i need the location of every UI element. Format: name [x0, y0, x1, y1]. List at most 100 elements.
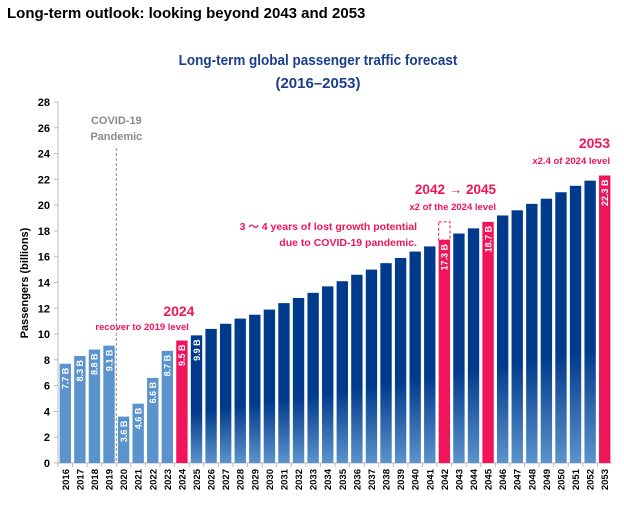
y-axis-label: Passengers (billions): [19, 227, 31, 338]
x-tick-label: 2032: [294, 469, 305, 490]
data-label-2021: 4.6 B: [133, 407, 143, 429]
bar-2038: [380, 263, 392, 463]
covid-title: COVID-19: [91, 115, 142, 127]
data-label-2016: 7.7 B: [61, 367, 71, 389]
lost-growth-box: [438, 221, 451, 241]
x-tick-label: 2018: [90, 469, 101, 490]
x-tick-label: 2049: [542, 469, 553, 490]
x-tick-label: 2037: [367, 469, 378, 490]
annotation-2024-sub: recover to 2019 level: [95, 322, 188, 333]
x-tick-label: 2050: [556, 469, 567, 490]
data-label-2022: 6.6 B: [148, 381, 158, 403]
lost-growth-line1: 3 ～ 4 years of lost growth potential: [240, 221, 417, 233]
x-tick-label: 2035: [338, 468, 349, 490]
annotation-2042-sub: x2 of the 2024 level: [409, 202, 496, 213]
bar-2051: [569, 185, 582, 463]
bar-2046: [496, 215, 509, 463]
x-tick-label: 2020: [119, 469, 130, 490]
y-tick-label: 26: [38, 123, 50, 135]
x-tick-label: 2031: [279, 468, 290, 490]
y-tick-label: 10: [38, 329, 50, 341]
bar-2044: [467, 228, 480, 463]
x-tick-label: 2052: [586, 469, 597, 490]
y-tick-label: 20: [38, 200, 50, 212]
y-tick-label: 4: [44, 406, 51, 418]
data-label-2053: 22.3 B: [600, 179, 610, 206]
data-label-2024: 9.5 B: [177, 344, 187, 366]
x-tick-label: 2023: [163, 469, 174, 490]
data-label-2045: 18.7 B: [483, 225, 493, 252]
x-tick-label: 2047: [513, 469, 524, 490]
data-label-2020: 3.6 B: [119, 420, 129, 442]
x-tick-label: 2022: [148, 469, 159, 490]
x-tick-label: 2039: [396, 469, 407, 490]
x-tick-label: 2016: [61, 469, 72, 490]
x-tick-label: 2051: [571, 468, 582, 490]
y-tick-label: 12: [38, 303, 50, 315]
bar-2033: [307, 292, 319, 463]
data-label-2023: 8.7 B: [163, 354, 173, 376]
covid-sub: Pandemic: [90, 131, 142, 143]
x-tick-label: 2034: [323, 468, 334, 490]
data-label-2019: 9.1 B: [104, 349, 114, 371]
x-tick-label: 2030: [265, 469, 276, 490]
x-tick-label: 2044: [469, 468, 480, 490]
chart-title: Long-term global passenger traffic forec…: [179, 52, 458, 69]
bar-2042: [438, 239, 451, 463]
bar-2052: [584, 180, 596, 463]
x-tick-label: 2029: [250, 469, 261, 490]
page-title: Long-term outlook: looking beyond 2043 a…: [7, 5, 366, 22]
y-tick-label: 18: [38, 226, 50, 238]
x-tick-label: 2025: [192, 468, 203, 490]
x-tick-label: 2053: [600, 469, 611, 490]
bar-2018: [88, 349, 101, 463]
x-tick-label: 2028: [236, 469, 247, 490]
x-tick-label: 2038: [382, 469, 393, 490]
bar-2045: [482, 221, 494, 463]
y-tick-label: 24: [38, 149, 51, 161]
y-tick-label: 16: [38, 252, 50, 264]
y-tick-label: 2: [44, 432, 50, 444]
bar-2047: [511, 210, 523, 463]
y-tick-label: 0: [44, 458, 50, 470]
x-tick-label: 2033: [309, 469, 320, 490]
bar-2041: [424, 246, 436, 463]
x-tick-label: 2046: [498, 469, 509, 490]
y-tick-label: 6: [44, 381, 50, 393]
bar-2026: [205, 328, 217, 463]
annotation-2053-sub: x2.4 of 2024 level: [532, 156, 610, 167]
bar-2020: [117, 416, 130, 463]
bar-2035: [336, 281, 348, 463]
x-tick-label: 2045: [484, 468, 495, 490]
bar-2028: [234, 318, 246, 463]
bar-2053: [599, 175, 611, 463]
bar-2049: [540, 198, 553, 464]
data-label-2017: 8.3 B: [75, 359, 85, 381]
bar-2037: [365, 269, 378, 463]
bar-2031: [278, 303, 290, 463]
x-tick-label: 2026: [207, 469, 218, 490]
bar-2032: [292, 297, 305, 463]
bar-2023: [161, 350, 174, 463]
bar-2039: [394, 258, 407, 463]
bar-2021: [132, 403, 144, 463]
x-tick-label: 2041: [425, 468, 436, 490]
x-tick-label: 2036: [352, 469, 363, 490]
bar-2048: [526, 203, 538, 463]
bar-2025: [190, 335, 203, 463]
y-tick-label: 8: [44, 355, 50, 367]
y-tick-label: 14: [38, 278, 51, 290]
bar-2040: [409, 251, 421, 463]
chart-subtitle: (2016–2053): [275, 75, 360, 92]
lost-growth-line2: due to COVID-19 pandemic.: [279, 237, 417, 249]
bar-2024: [176, 340, 188, 463]
data-label-2018: 8.8 B: [90, 353, 100, 375]
annotation-2024-title: 2024: [163, 303, 194, 319]
bar-2050: [555, 192, 567, 463]
bar-2016: [59, 363, 71, 463]
bar-2017: [74, 355, 86, 463]
y-tick-label: 28: [38, 97, 50, 109]
bar-2019: [103, 345, 115, 463]
bar-2036: [351, 274, 363, 463]
